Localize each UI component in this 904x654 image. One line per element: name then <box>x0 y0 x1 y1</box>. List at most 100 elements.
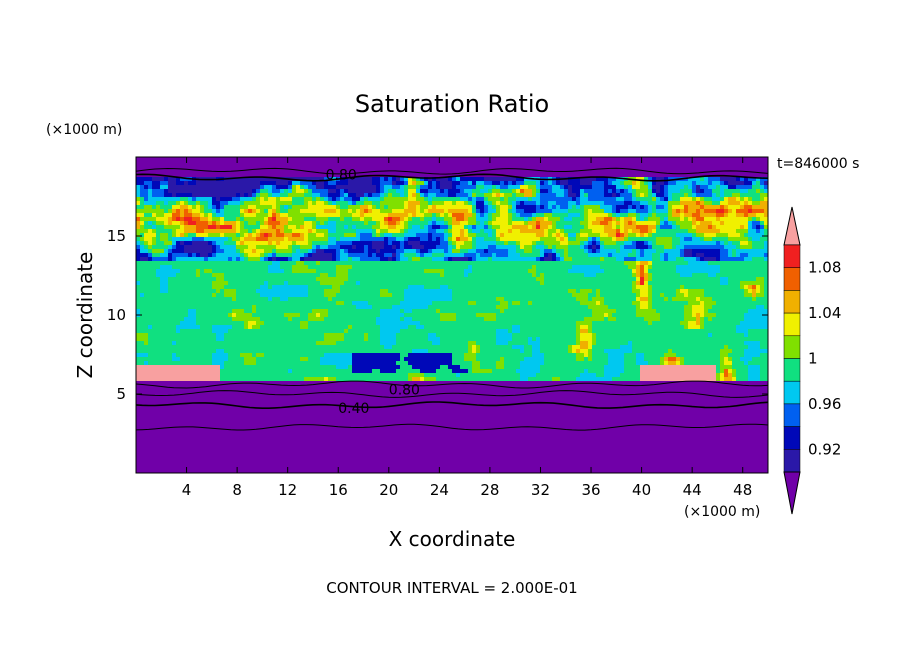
heatmap-cell <box>708 285 712 289</box>
heatmap-cell <box>152 213 156 217</box>
heatmap-cell <box>684 269 688 273</box>
heatmap-cell <box>356 249 360 253</box>
heatmap-cell <box>284 257 288 261</box>
heatmap-cell <box>676 245 680 249</box>
heatmap-cell <box>568 273 572 277</box>
heatmap-cell <box>508 189 512 193</box>
heatmap-cell <box>372 177 376 181</box>
heatmap-cell <box>616 293 620 297</box>
heatmap-cell <box>172 297 176 301</box>
heatmap-cell <box>348 241 352 245</box>
heatmap-cell <box>344 185 348 189</box>
heatmap-cell <box>464 273 468 277</box>
heatmap-cell <box>292 249 296 253</box>
heatmap-cell <box>408 265 412 269</box>
heatmap-cell <box>520 185 524 189</box>
heatmap-cell <box>752 177 756 181</box>
heatmap-cell <box>388 225 392 229</box>
heatmap-cell <box>384 265 388 269</box>
heatmap-cell <box>672 257 676 261</box>
heatmap-cell <box>604 253 608 257</box>
heatmap-cell <box>316 265 320 269</box>
heatmap-cell <box>500 193 504 197</box>
heatmap-cell <box>676 201 680 205</box>
heatmap-cell <box>260 221 264 225</box>
heatmap-cell <box>336 261 340 265</box>
heatmap-cell <box>212 265 216 269</box>
heatmap-cell <box>716 217 720 221</box>
heatmap-cell <box>476 285 480 289</box>
heatmap-cell <box>512 257 516 261</box>
heatmap-cell <box>488 265 492 269</box>
heatmap-cell <box>340 237 344 241</box>
heatmap-cell <box>300 213 304 217</box>
heatmap-cell <box>712 225 716 229</box>
heatmap-cell <box>200 197 204 201</box>
heatmap-cell <box>592 209 596 213</box>
heatmap-cell <box>392 265 396 269</box>
heatmap-cell <box>464 225 468 229</box>
heatmap-cell <box>408 233 412 237</box>
heatmap-cell <box>336 193 340 197</box>
heatmap-cell <box>596 269 600 273</box>
heatmap-cell <box>596 225 600 229</box>
heatmap-cell <box>732 213 736 217</box>
heatmap-cell <box>380 285 384 289</box>
heatmap-cell <box>328 301 332 305</box>
heatmap-cell <box>724 249 728 253</box>
heatmap-cell <box>400 277 404 281</box>
heatmap-cell <box>372 273 376 277</box>
heatmap-cell <box>192 197 196 201</box>
heatmap-cell <box>336 301 340 305</box>
heatmap-cell <box>668 221 672 225</box>
heatmap-cell <box>604 273 608 277</box>
heatmap-cell <box>404 289 408 293</box>
heatmap-cell <box>480 285 484 289</box>
heatmap-cell <box>704 193 708 197</box>
heatmap-cell <box>228 189 232 193</box>
heatmap-cell <box>316 237 320 241</box>
heatmap-cell <box>624 185 628 189</box>
heatmap-cell <box>748 253 752 257</box>
heatmap-cell <box>396 221 400 225</box>
heatmap-cell <box>736 273 740 277</box>
heatmap-cell <box>336 197 340 201</box>
heatmap-cell <box>660 205 664 209</box>
heatmap-cell <box>228 245 232 249</box>
heatmap-cell <box>600 213 604 217</box>
heatmap-cell <box>248 177 252 181</box>
heatmap-cell <box>236 177 240 181</box>
heatmap-cell <box>644 289 648 293</box>
heatmap-cell <box>456 281 460 285</box>
heatmap-cell <box>320 257 324 261</box>
heatmap-cell <box>184 285 188 289</box>
heatmap-cell <box>428 277 432 281</box>
heatmap-cell <box>160 273 164 277</box>
heatmap-cell <box>488 297 492 301</box>
heatmap-cell <box>516 177 520 181</box>
heatmap-cell <box>400 237 404 241</box>
heatmap-cell <box>560 217 564 221</box>
heatmap-cell <box>204 289 208 293</box>
heatmap-cell <box>576 201 580 205</box>
heatmap-cell <box>460 237 464 241</box>
heatmap-cell <box>248 277 252 281</box>
heatmap-cell <box>716 273 720 277</box>
heatmap-cell <box>276 221 280 225</box>
heatmap-cell <box>188 253 192 257</box>
heatmap-cell <box>712 177 716 181</box>
heatmap-cell <box>656 177 660 181</box>
heatmap-cell <box>476 257 480 261</box>
heatmap-cell <box>192 245 196 249</box>
heatmap-cell <box>548 269 552 273</box>
heatmap-cell <box>396 189 400 193</box>
heatmap-cell <box>256 297 260 301</box>
heatmap-cell <box>540 221 544 225</box>
heatmap-cell <box>556 193 560 197</box>
heatmap-cell <box>140 181 144 185</box>
heatmap-cell <box>184 293 188 297</box>
heatmap-cell <box>272 233 276 237</box>
heatmap-cell <box>272 217 276 221</box>
heatmap-cell <box>452 237 456 241</box>
heatmap-cell <box>500 265 504 269</box>
